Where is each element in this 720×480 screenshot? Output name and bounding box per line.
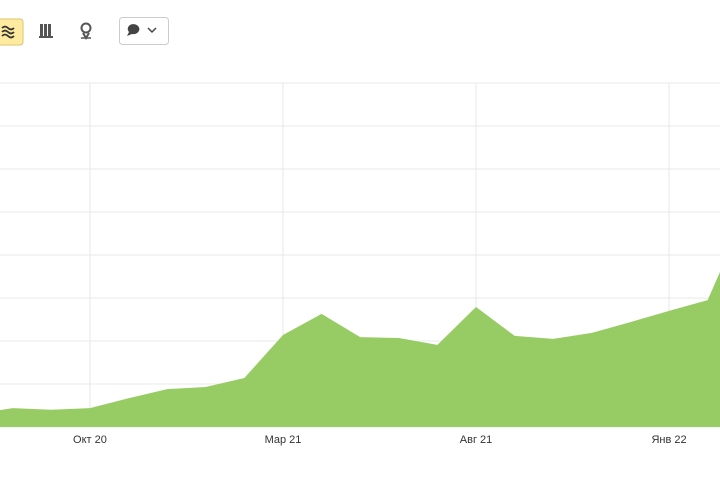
chart: Окт 20 Мар 21 Авг 21 Янв 22	[0, 82, 720, 446]
x-tick-label: Авг 21	[460, 434, 492, 446]
bar-mode-button[interactable]	[39, 24, 53, 38]
comments-dropdown[interactable]	[119, 17, 169, 45]
x-tick-label: Окт 20	[73, 434, 107, 446]
x-tick-label: Мар 21	[265, 434, 302, 446]
map-mode-button[interactable]	[80, 22, 92, 40]
toolbar	[0, 17, 169, 46]
area-mode-button[interactable]	[0, 18, 24, 46]
area	[0, 271, 720, 427]
x-tick-label: Янв 22	[651, 434, 686, 446]
